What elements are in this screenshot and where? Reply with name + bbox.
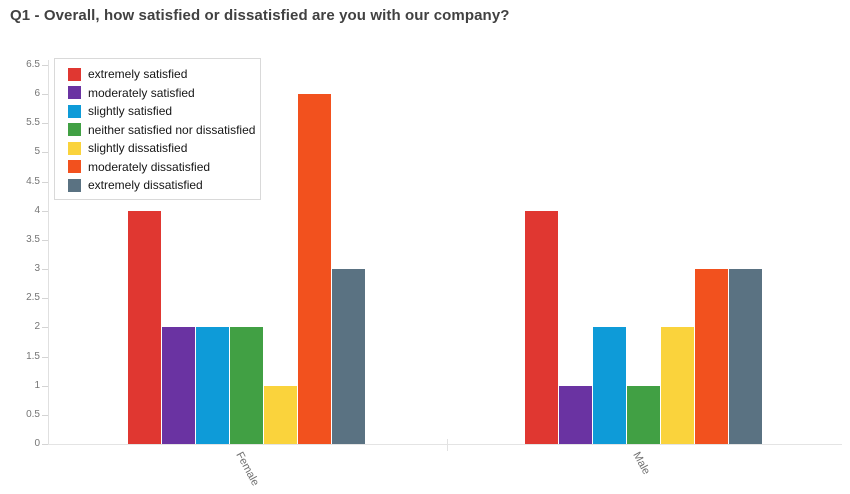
y-tick-mark <box>42 385 48 387</box>
bar-female-moderately-satisfied[interactable] <box>162 327 195 444</box>
bar-male-moderately-satisfied[interactable] <box>559 386 592 444</box>
bar-female-extremely-satisfied[interactable] <box>128 211 161 444</box>
category-divider-tick <box>447 439 448 451</box>
legend-item-moderately-satisfied[interactable]: moderately satisfied <box>68 85 252 101</box>
y-tick-mark <box>42 239 48 241</box>
legend-label: moderately dissatisfied <box>88 159 211 174</box>
bar-male-slightly-satisfied[interactable] <box>593 327 626 444</box>
legend-label: moderately satisfied <box>88 85 195 100</box>
y-tick-label: 3.5 <box>26 233 40 245</box>
legend-label: extremely satisfied <box>88 67 188 81</box>
x-tick-label-male: Male <box>629 450 652 477</box>
bar-female-neither-satisfied-nor-dissatisfied[interactable] <box>230 327 263 444</box>
bar-female-moderately-dissatisfied[interactable] <box>298 94 331 444</box>
y-tick-label: 0 <box>34 438 40 449</box>
chart-title: Q1 - Overall, how satisfied or dissatisf… <box>10 7 510 24</box>
legend-item-slightly-satisfied[interactable]: slightly satisfied <box>68 103 252 119</box>
bar-female-slightly-satisfied[interactable] <box>196 327 229 444</box>
y-axis-line <box>48 60 49 444</box>
x-axis-line <box>48 444 842 445</box>
bar-male-extremely-satisfied[interactable] <box>525 211 558 444</box>
y-tick-mark <box>42 356 48 358</box>
y-tick-label: 1 <box>34 379 40 391</box>
y-tick-mark <box>42 444 48 445</box>
legend-swatch-icon <box>68 86 81 99</box>
y-tick-mark <box>42 94 48 96</box>
y-tick-label: 1.5 <box>26 350 40 362</box>
legend-item-moderately-dissatisfied[interactable]: moderately dissatisfied <box>68 159 252 175</box>
bar-group-female <box>128 94 365 444</box>
y-tick-mark <box>42 327 48 329</box>
legend-swatch-icon <box>68 160 81 173</box>
bar-male-neither-satisfied-nor-dissatisfied[interactable] <box>627 386 660 444</box>
legend-swatch-icon <box>68 123 81 136</box>
y-tick-mark <box>42 269 48 271</box>
y-tick-label: 2.5 <box>26 292 40 304</box>
bar-male-moderately-dissatisfied[interactable] <box>695 269 728 444</box>
y-tick-label: 4.5 <box>26 175 40 187</box>
legend-label: slightly satisfied <box>88 104 173 118</box>
y-tick-mark <box>42 152 48 154</box>
x-tick-label-female: Female <box>232 450 261 489</box>
legend-label: slightly dissatisfied <box>88 141 188 155</box>
y-tick-label: 5 <box>34 146 40 158</box>
y-tick-label: 2 <box>34 321 40 333</box>
legend-label: extremely dissatisfied <box>88 178 203 192</box>
legend-swatch-icon <box>68 67 81 81</box>
y-tick-mark <box>42 414 48 416</box>
legend-item-neither-satisfied-nor-dissatisfied[interactable]: neither satisfied nor dissatisfied <box>68 122 256 138</box>
legend-swatch-icon <box>68 141 81 155</box>
y-tick-mark <box>42 123 48 125</box>
legend-item-slightly-dissatisfied[interactable]: slightly dissatisfied <box>68 140 252 156</box>
legend: extremely satisfied moderately satisfied s… <box>54 58 261 200</box>
y-tick-mark <box>42 181 48 183</box>
legend-item-extremely-dissatisfied[interactable]: extremely dissatisfied <box>68 177 252 193</box>
legend-label: neither satisfied nor dissatisfied <box>88 122 256 137</box>
y-tick-mark <box>42 64 48 66</box>
y-tick-mark <box>42 298 48 300</box>
bar-female-slightly-dissatisfied[interactable] <box>264 386 297 444</box>
y-tick-label: 6.5 <box>26 58 40 70</box>
bar-male-extremely-dissatisfied[interactable] <box>729 269 762 444</box>
y-tick-label: 5.5 <box>26 117 40 129</box>
y-tick-mark <box>42 210 48 212</box>
legend-swatch-icon <box>68 104 81 118</box>
legend-item-extremely-satisfied[interactable]: extremely satisfied <box>68 66 252 82</box>
y-tick-label: 0.5 <box>26 408 40 420</box>
bar-group-male <box>525 211 762 444</box>
legend-swatch-icon <box>68 178 81 192</box>
y-tick-label: 4 <box>34 204 40 216</box>
bar-female-extremely-dissatisfied[interactable] <box>332 269 365 444</box>
bar-male-slightly-dissatisfied[interactable] <box>661 327 694 444</box>
y-tick-label: 3 <box>34 263 40 275</box>
y-tick-label: 6 <box>34 88 40 100</box>
